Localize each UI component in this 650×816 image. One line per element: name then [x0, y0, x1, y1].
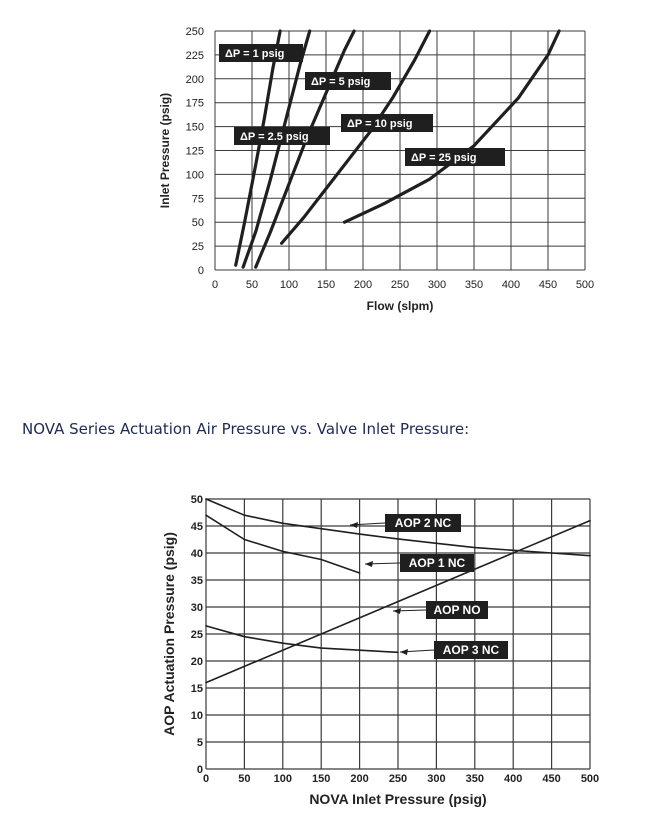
x-tick-label: 400 — [504, 773, 522, 785]
y-tick-label: 10 — [191, 710, 203, 722]
series-label-aop-1-nc: AOP 1 NC — [409, 556, 466, 570]
y-tick-label: 225 — [186, 50, 204, 62]
x-tick-label: 350 — [465, 279, 483, 291]
series-label-aop-2-nc: AOP 2 NC — [395, 516, 452, 530]
y-tick-label: 45 — [191, 521, 203, 533]
series-line-aop-no — [205, 519, 591, 684]
x-tick-label: 100 — [274, 773, 292, 785]
series-label-p-25-psig: ΔP = 25 psig — [411, 152, 476, 164]
y-tick-label: 125 — [186, 146, 204, 158]
y-tick-label: 50 — [192, 217, 204, 229]
y-tick-label: 200 — [186, 74, 204, 86]
series-line-aop-1-nc — [205, 514, 361, 574]
series-label-aop-no: AOP NO — [433, 603, 480, 617]
y-axis-label: AOP Actuation Pressure (psig) — [161, 532, 177, 736]
x-tick-label: 450 — [542, 773, 560, 785]
y-tick-label: 25 — [192, 241, 204, 253]
x-axis-label: NOVA Inlet Pressure (psig) — [309, 791, 486, 807]
x-tick-label: 200 — [350, 773, 368, 785]
x-tick-label: 300 — [427, 773, 445, 785]
section-title: NOVA Series Actuation Air Pressure vs. V… — [22, 420, 470, 438]
series-line-aop-3-nc — [205, 625, 399, 654]
actuation-pressure-chart: 0 50 100 150 200 250 300 350 400 450 500 0 5 10 15 20 25… — [161, 494, 599, 807]
y-tick-label: 175 — [186, 98, 204, 110]
series-label-box-p-2-5-psig — [234, 127, 330, 145]
y-tick-label: 0 — [198, 265, 204, 277]
x-tick-label: 50 — [246, 279, 258, 291]
x-tick-label: 150 — [312, 773, 330, 785]
series-label-aop-3-nc: AOP 3 NC — [443, 643, 500, 657]
series-line-p-1-psig — [234, 29, 282, 267]
x-tick-label: 50 — [238, 773, 250, 785]
series-label-p-5-psig: ΔP = 5 psig — [311, 76, 370, 88]
series-label-box-p-5-psig — [305, 72, 391, 90]
y-tick-label: 35 — [191, 575, 203, 587]
series-line-p-2-5-psig — [241, 29, 312, 269]
series-line-p-25-psig — [342, 29, 561, 224]
y-tick-label: 150 — [186, 122, 204, 134]
x-tick-label: 500 — [581, 773, 599, 785]
y-tick-label: 0 — [197, 764, 203, 776]
series-label-p-1-psig: ΔP = 1 psig — [225, 48, 284, 60]
y-tick-label: 15 — [191, 683, 203, 695]
x-tick-label: 0 — [212, 279, 218, 291]
callout-arrow-aop-3-nc — [400, 649, 408, 655]
y-axis-label: Inlet Pressure (psig) — [158, 93, 172, 208]
x-axis-label: Flow (slpm) — [367, 299, 434, 313]
y-tick-label: 50 — [191, 494, 203, 506]
series-label-box-aop-2-nc — [385, 514, 461, 532]
x-tick-label: 150 — [317, 279, 335, 291]
y-tick-label: 40 — [191, 548, 203, 560]
x-tick-label: 0 — [203, 773, 209, 785]
series-line-p-10-psig — [280, 29, 432, 245]
callout-arrow-aop-1-nc — [365, 561, 373, 567]
flow-chart: 0 50 100 150 200 250 300 350 400 450 500 0 25 50 75 100… — [158, 26, 594, 313]
y-tick-label: 5 — [197, 737, 203, 749]
callout-arrow-aop-no — [393, 608, 401, 614]
y-tick-label: 250 — [186, 26, 204, 38]
series-label-p-10-psig: ΔP = 10 psig — [347, 118, 412, 130]
y-tick-label: 100 — [186, 169, 204, 181]
series-label-box-aop-no — [426, 601, 488, 619]
x-tick-label: 350 — [466, 773, 484, 785]
x-tick-label: 450 — [539, 279, 557, 291]
series-label-box-aop-3-nc — [434, 641, 508, 659]
y-tick-label: 30 — [191, 602, 203, 614]
series-label-p-2-5-psig: ΔP = 2.5 psig — [240, 131, 309, 143]
series-line-p-5-psig — [254, 29, 356, 269]
x-tick-label: 100 — [280, 279, 298, 291]
x-tick-label: 250 — [391, 279, 409, 291]
x-tick-label: 300 — [428, 279, 446, 291]
x-tick-label: 200 — [354, 279, 372, 291]
series-label-box-p-1-psig — [219, 44, 303, 62]
y-tick-label: 75 — [192, 193, 204, 205]
series-label-box-p-25-psig — [405, 148, 505, 166]
series-line-aop-2-nc — [205, 498, 591, 557]
callout-arrow-aop-2-nc — [350, 522, 358, 528]
series-label-box-p-10-psig — [341, 114, 433, 132]
y-tick-label: 20 — [191, 656, 203, 668]
x-tick-label: 400 — [502, 279, 520, 291]
x-tick-label: 250 — [389, 773, 407, 785]
series-label-box-aop-1-nc — [400, 554, 474, 572]
x-tick-label: 500 — [576, 279, 594, 291]
y-tick-label: 25 — [191, 629, 203, 641]
